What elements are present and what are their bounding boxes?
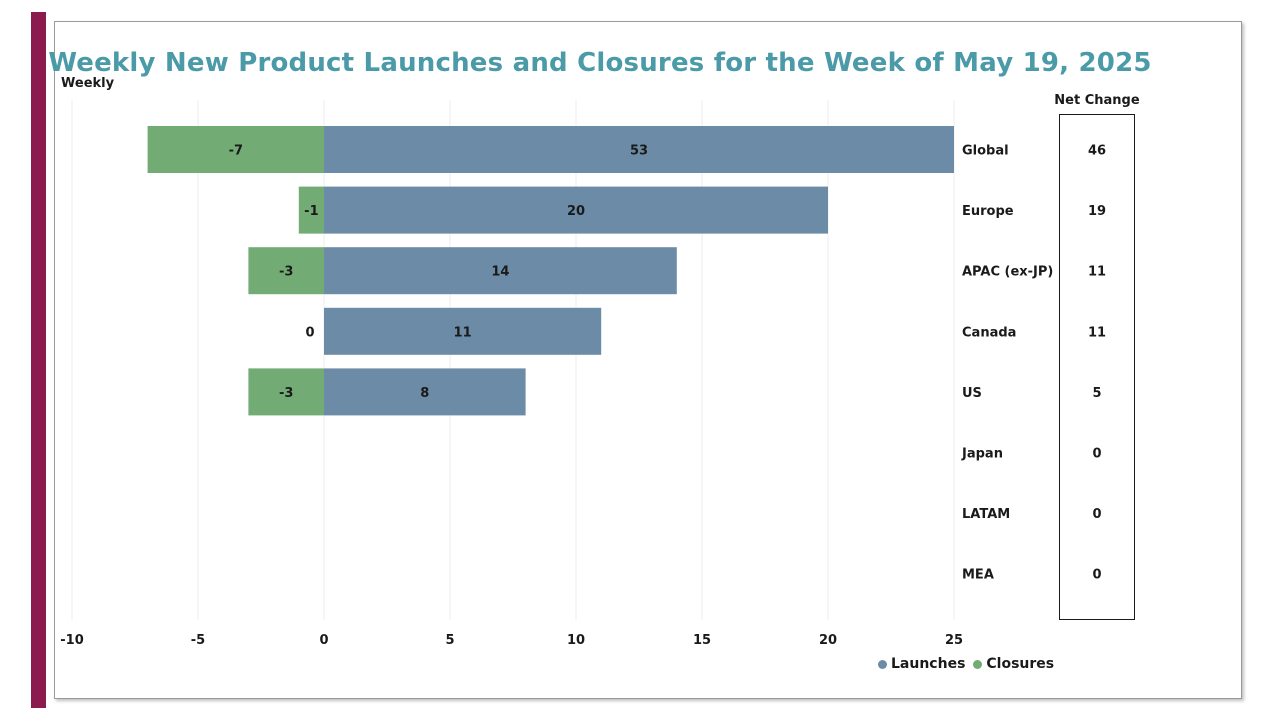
x-tick-label: 0 — [319, 633, 328, 648]
closure-data-label: -3 — [279, 265, 293, 280]
net-change-value: 0 — [1092, 507, 1101, 522]
x-tick-label: -5 — [191, 633, 205, 648]
chart-title: Weekly New Product Launches and Closures… — [48, 48, 1152, 78]
x-tick-label: 20 — [819, 633, 837, 648]
launch-bar — [324, 368, 526, 416]
category-label: MEA — [962, 568, 994, 583]
closure-bar — [248, 247, 324, 295]
closure-bar — [248, 368, 324, 416]
legend-item-launches[interactable]: Launches — [878, 656, 965, 672]
launch-data-label: 53 — [630, 144, 648, 159]
category-label: Global — [962, 144, 1009, 159]
closure-data-label: 0 — [305, 325, 314, 340]
launch-bar — [324, 126, 954, 173]
x-tick-label: 25 — [945, 633, 963, 648]
category-label: Japan — [961, 447, 1003, 462]
launch-bar — [324, 247, 677, 295]
closure-bar — [147, 126, 324, 173]
net-change-box — [1059, 114, 1135, 620]
accent-bar — [31, 12, 46, 708]
legend-item-closures[interactable]: Closures — [973, 656, 1054, 672]
net-change-value: 0 — [1092, 568, 1101, 583]
closure-data-label: -1 — [304, 204, 318, 219]
x-tick-label: 10 — [567, 633, 585, 648]
category-label: US — [962, 386, 982, 401]
category-label: Europe — [962, 204, 1014, 219]
launch-data-label: 11 — [454, 325, 472, 340]
net-change-value: 11 — [1088, 265, 1106, 280]
x-tick-label: 5 — [445, 633, 454, 648]
category-label: Canada — [962, 325, 1016, 340]
net-change-value: 0 — [1092, 447, 1101, 462]
launches-dot-icon — [878, 659, 887, 669]
net-change-header: Net Change — [1054, 93, 1140, 108]
launch-bar — [324, 307, 602, 355]
launch-data-label: 14 — [491, 265, 509, 280]
launch-data-label: 20 — [567, 204, 585, 219]
launch-bar — [324, 186, 828, 234]
legend-closures-label: Closures — [986, 656, 1055, 672]
legend-launches-label: Launches — [891, 656, 966, 672]
launch-data-label: 8 — [420, 386, 429, 401]
x-tick-label: 15 — [693, 633, 711, 648]
net-change-value: 11 — [1088, 325, 1106, 340]
closure-data-label: -7 — [229, 144, 243, 159]
closure-data-label: -3 — [279, 386, 293, 401]
closures-dot-icon — [973, 659, 983, 669]
net-change-value: 46 — [1088, 144, 1106, 159]
category-label: APAC (ex-JP) — [962, 265, 1053, 280]
x-tick-label: -10 — [60, 633, 84, 648]
weekly-label: Weekly — [61, 76, 115, 91]
category-label: LATAM — [962, 507, 1010, 522]
closure-bar — [298, 186, 324, 234]
net-change-value: 5 — [1092, 386, 1101, 401]
legend: Launches Closures — [878, 656, 1054, 672]
net-change-value: 19 — [1088, 204, 1106, 219]
